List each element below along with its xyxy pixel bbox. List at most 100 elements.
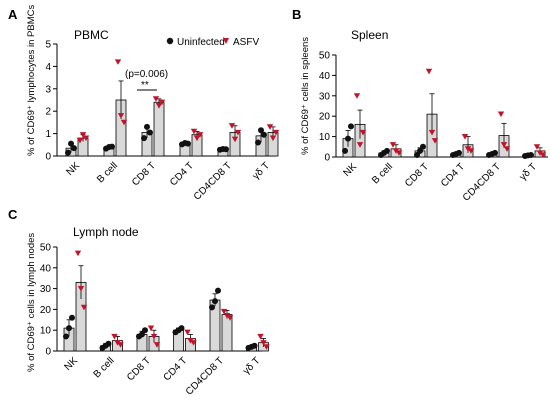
panel-label-b: B [292,7,301,22]
point-asfv [503,146,511,152]
point-asfv [263,344,270,350]
panel-c-title: Lymph node [73,225,139,239]
point-asfv [431,138,439,144]
point-uninfected [258,127,264,134]
point-uninfected [65,149,71,156]
point-asfv [461,134,469,140]
x-tick-label: CD4CD8 T [184,355,226,397]
panel-c-ylabel: % of CD69⁺ cells in lymph nodes [26,233,37,372]
point-asfv [82,135,90,142]
point-asfv [425,68,433,75]
point-uninfected [141,135,147,142]
point-asfv [226,315,234,321]
point-asfv [231,136,239,143]
point-uninfected [261,131,267,138]
point-asfv [193,135,201,142]
x-tick-label: CD4 T [168,160,196,188]
point-uninfected [69,314,75,321]
point-uninfected [420,143,426,150]
point-asfv [234,129,242,136]
x-tick-label: γδ T [241,355,263,377]
point-asfv [359,129,367,136]
point-asfv [187,338,194,344]
x-tick-label: CD8 T [403,161,431,189]
point-uninfected [251,342,258,349]
point-asfv [272,129,280,136]
point-asfv [153,342,161,348]
significance-stars: ** [141,80,149,91]
x-tick-label: CD8 T [125,355,153,383]
x-tick-label: NK [342,161,360,179]
point-uninfected [139,331,145,338]
point-asfv [356,142,364,148]
point-asfv [228,123,236,129]
legend: Uninfected ASFV [166,37,259,48]
y-tick-label: 0 [324,153,330,164]
x-tick-label: CD4CD8 T [461,161,503,203]
point-asfv [467,148,475,154]
panel-a-ylabel: % of CD69⁺ lymphocytes in PBMCs [26,4,37,156]
y-tick-label: 10 [319,132,331,143]
y-tick-label: 10 [40,326,52,337]
point-asfv [196,132,204,138]
y-tick-label: 4 [45,62,51,73]
point-asfv [147,325,155,332]
point-uninfected [105,340,112,347]
point-uninfected [71,145,77,152]
point-asfv [353,93,361,99]
point-asfv [77,286,85,292]
point-uninfected [456,149,462,156]
y-tick-label: 5 [45,40,51,51]
point-asfv [155,103,163,109]
point-uninfected [144,123,150,130]
y-tick-label: 30 [40,284,52,295]
point-asfv [536,150,544,156]
point-asfv [190,340,197,346]
x-tick-label: B cell [92,355,117,380]
y-tick-label: 40 [40,263,52,274]
bar-asfv [221,314,233,352]
point-asfv [74,250,82,257]
y-tick-label: 1 [45,129,51,140]
point-uninfected [147,129,153,136]
point-asfv [111,333,118,340]
point-asfv [464,146,472,152]
x-tick-label: CD4 T [162,355,190,383]
panel-b-title: Spleen [351,28,388,42]
point-asfv [114,340,121,346]
x-tick-label: B cell [95,160,120,185]
y-tick-label: 3 [45,84,51,95]
x-tick-label: CD4CD8 T [192,160,234,202]
x-tick-label: NK [63,355,81,373]
point-asfv [220,308,228,315]
point-uninfected [345,135,351,142]
point-uninfected [215,287,221,294]
x-tick-label: γδ T [251,160,273,182]
point-uninfected [212,298,218,305]
point-uninfected [342,147,348,154]
point-asfv [497,111,505,118]
y-tick-label: 30 [319,91,331,102]
point-uninfected [223,146,229,153]
point-asfv [392,148,400,154]
pvalue-annotation: (p=0.006) [125,69,168,80]
y-tick-label: 50 [40,243,52,254]
point-asfv [428,129,436,136]
point-asfv [223,313,231,319]
point-asfv [80,304,88,311]
point-uninfected [384,147,390,154]
point-asfv [117,113,125,119]
y-tick-label: 20 [40,305,52,316]
point-uninfected [66,325,72,332]
panel-a-title: PBMC [74,28,109,42]
point-asfv [257,333,264,340]
y-tick-label: 2 [45,107,51,118]
x-tick-label: γδ T [518,161,540,183]
point-uninfected [185,140,191,147]
x-tick-label: CD8 T [130,160,158,188]
point-asfv [114,59,122,65]
point-asfv [533,144,541,150]
panel-label-c: C [8,207,18,222]
